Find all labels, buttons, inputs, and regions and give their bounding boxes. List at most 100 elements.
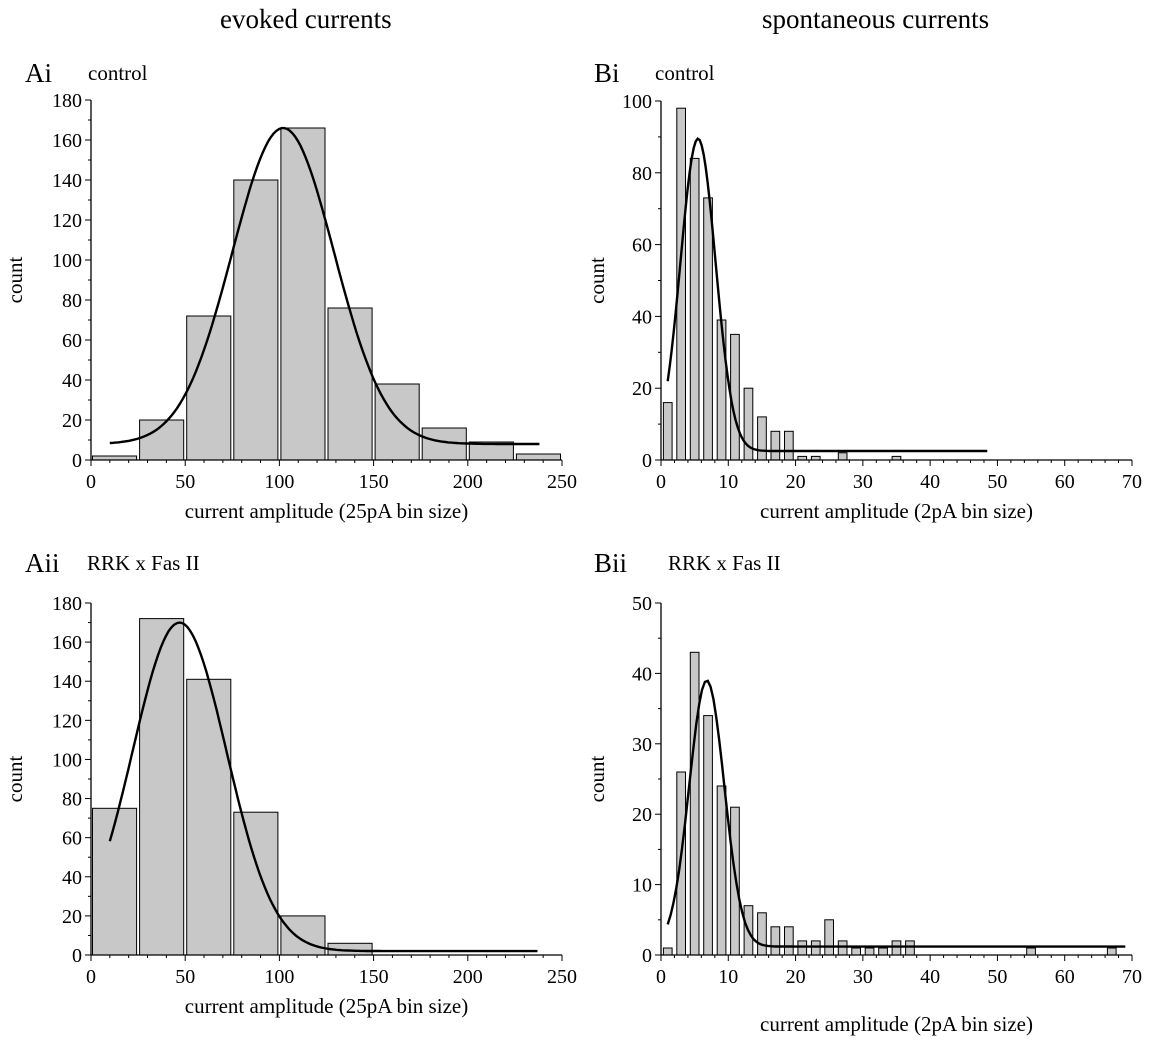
y-tick-label-bii: 50: [632, 593, 652, 615]
x-tick-label-bi: 0: [656, 471, 666, 493]
bar-bii-17: [891, 940, 902, 956]
column-title-evoked: evoked currents: [220, 4, 392, 34]
x-axis-label-bi: current amplitude (2pA bin size): [760, 499, 1033, 523]
panel-condition-ai: control: [88, 61, 148, 85]
panel-id-ai: Ai: [25, 58, 52, 88]
bar-bii-9: [784, 926, 794, 956]
y-tick-label-bii: 0: [642, 945, 652, 967]
y-tick-label-aii: 140: [52, 671, 82, 693]
y-tick-label-aii: 180: [52, 593, 82, 615]
bar-bi-8: [770, 430, 781, 461]
panel-condition-aii: RRK x Fas II: [87, 551, 200, 575]
x-tick-label-bi: 20: [786, 471, 806, 493]
y-tick-label-aii: 60: [62, 828, 82, 850]
fit-curve-bii: [666, 679, 1126, 948]
y-tick-label-aii: 160: [52, 632, 82, 654]
fit-curve-ai: [109, 126, 540, 446]
x-tick-label-bii: 30: [853, 966, 873, 988]
y-tick-label-bi: 60: [632, 235, 652, 257]
bar-bii-11: [810, 940, 821, 956]
y-tick-label-ai: 80: [62, 290, 82, 312]
y-tick-label-bi: 40: [632, 306, 652, 328]
y-tick-label-bii: 10: [632, 875, 652, 897]
fit-curve-bi: [666, 137, 988, 453]
bar-aii-3: [233, 811, 279, 956]
y-tick-label-aii: 40: [62, 867, 82, 889]
x-tick-label-bii: 10: [718, 966, 738, 988]
bar-bii-20: [1106, 947, 1117, 956]
bar-bii-19: [1026, 947, 1036, 956]
chart-bi: 0 10 20 30 40 50 60 70 0 20 40 60 80 100 current ampli…: [585, 91, 1142, 523]
y-tick-label-ai: 20: [62, 410, 82, 432]
y-tick-label-bii: 40: [632, 663, 652, 685]
y-axis-label-bi: count: [585, 257, 609, 304]
bar-aii-2: [186, 678, 232, 956]
x-tick-label-bi: 70: [1122, 471, 1142, 493]
x-tick-label-ai: 50: [175, 471, 195, 493]
x-axis-label-bii: current amplitude (2pA bin size): [760, 1012, 1033, 1036]
y-tick-label-bii: 20: [632, 804, 652, 826]
bar-bii-12: [824, 919, 834, 956]
bar-ai-2: [186, 315, 232, 461]
x-tick-label-bi: 30: [853, 471, 873, 493]
y-tick-label-ai: 0: [72, 450, 82, 472]
x-tick-label-aii: 50: [175, 966, 195, 988]
bar-bii-14: [851, 947, 861, 956]
y-tick-label-aii: 100: [52, 749, 82, 771]
x-tick-label-bi: 50: [987, 471, 1007, 493]
bar-bii-0: [662, 947, 673, 956]
y-axis-label-aii: count: [3, 756, 27, 803]
x-axis-label-aii: current amplitude (25pA bin size): [185, 994, 468, 1018]
x-tick-label-bii: 60: [1055, 966, 1075, 988]
y-tick-label-ai: 100: [52, 250, 82, 272]
x-tick-label-bii: 50: [987, 966, 1007, 988]
y-tick-label-ai: 120: [52, 210, 82, 232]
y-tick-label-bi: 0: [642, 450, 652, 472]
bar-ai-3: [233, 179, 279, 461]
x-tick-label-aii: 100: [264, 966, 294, 988]
x-tick-label-aii: 150: [359, 966, 389, 988]
x-tick-label-aii: 250: [547, 966, 577, 988]
panel-condition-bii: RRK x Fas II: [668, 551, 781, 575]
y-tick-label-bi: 20: [632, 378, 652, 400]
chart-ai: 0 50 100 150 200 250 0 20 40 60 80 100 120 140 160 180 c…: [3, 90, 577, 523]
bar-bii-8: [770, 926, 781, 956]
panel-id-aii: Aii: [25, 548, 60, 578]
bar-bi-7: [757, 416, 767, 461]
bar-bii-13: [837, 940, 848, 956]
x-tick-label-bii: 40: [920, 966, 940, 988]
x-tick-label-bii: 70: [1122, 966, 1142, 988]
bar-bi-2: [689, 157, 700, 461]
bar-ai-9: [515, 453, 562, 461]
x-tick-label-ai: 0: [86, 471, 96, 493]
y-tick-label-ai: 40: [62, 370, 82, 392]
x-tick-label-ai: 100: [264, 471, 294, 493]
x-tick-label-ai: 200: [453, 471, 483, 493]
panel-condition-bi: control: [655, 61, 715, 85]
y-tick-label-ai: 60: [62, 330, 82, 352]
bar-ai-5: [327, 307, 373, 461]
y-tick-label-aii: 0: [72, 945, 82, 967]
y-tick-label-aii: 20: [62, 906, 82, 928]
y-tick-label-bii: 30: [632, 734, 652, 756]
bar-bi-3: [703, 197, 713, 461]
y-tick-label-ai: 180: [52, 90, 82, 112]
bar-bi-12: [837, 452, 848, 461]
column-title-spontaneous: spontaneous currents: [762, 4, 990, 34]
bar-bii-4: [716, 785, 727, 956]
bar-bii-7: [757, 912, 767, 956]
fit-curve-aii: [108, 621, 538, 953]
bar-bi-0: [662, 402, 673, 461]
y-axis-label-bii: count: [585, 756, 609, 803]
bar-aii-4: [280, 915, 326, 956]
y-tick-label-aii: 80: [62, 789, 82, 811]
y-tick-label-bi: 100: [622, 91, 652, 113]
panel-id-bii: Bii: [594, 548, 628, 578]
x-axis-label-ai: current amplitude (25pA bin size): [185, 499, 468, 523]
bar-bii-18: [905, 940, 915, 956]
bar-bii-3: [703, 715, 713, 956]
y-tick-label-aii: 120: [52, 710, 82, 732]
x-tick-label-bi: 60: [1055, 471, 1075, 493]
x-tick-label-ai: 150: [359, 471, 389, 493]
